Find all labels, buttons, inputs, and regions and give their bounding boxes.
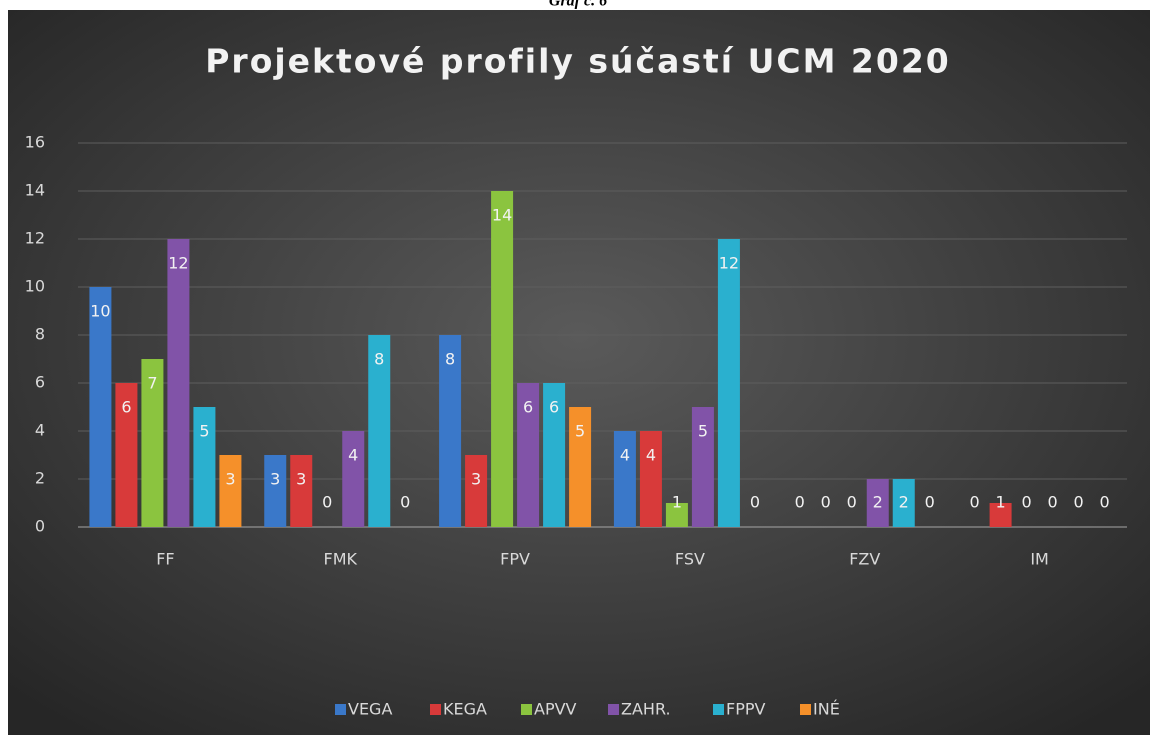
data-label: 1: [672, 493, 682, 512]
bar: [491, 191, 514, 527]
bar: [264, 455, 287, 527]
legend-label: VEGA: [348, 700, 392, 719]
legend-swatch: [521, 704, 532, 715]
data-label: 7: [147, 374, 157, 393]
data-label: 5: [199, 422, 209, 441]
bar: [290, 455, 313, 527]
legend-label: KEGA: [443, 700, 487, 719]
caption: Graf č. 6: [549, 0, 607, 10]
x-tick-label: FZV: [849, 550, 880, 569]
bar: [639, 431, 662, 527]
data-label: 0: [1073, 493, 1083, 512]
legend-swatch: [430, 704, 441, 715]
data-label: 3: [296, 470, 306, 489]
bar: [167, 239, 190, 527]
data-label: 0: [750, 493, 760, 512]
y-tick-label: 6: [35, 373, 45, 392]
bar: [989, 503, 1012, 527]
bar: [613, 431, 636, 527]
data-label: 0: [400, 493, 410, 512]
data-label: 2: [873, 493, 883, 512]
bar: [115, 383, 138, 527]
bar: [517, 383, 540, 527]
data-label: 3: [471, 470, 481, 489]
y-tick-label: 16: [25, 133, 45, 152]
bar: [543, 383, 566, 527]
data-label: 0: [795, 493, 805, 512]
data-label: 0: [821, 493, 831, 512]
data-label: 4: [620, 446, 630, 465]
data-label: 10: [90, 302, 110, 321]
bar: [89, 287, 112, 527]
y-tick-label: 10: [25, 277, 45, 296]
y-tick-label: 14: [25, 181, 45, 200]
bar: [665, 503, 688, 527]
data-label: 4: [646, 446, 656, 465]
data-label: 6: [523, 398, 533, 417]
bar: [193, 407, 216, 527]
bar: [717, 239, 740, 527]
x-tick-label: IM: [1030, 550, 1049, 569]
bar: [141, 359, 164, 527]
bar: [569, 407, 592, 527]
data-label: 6: [121, 398, 131, 417]
legend-swatch: [713, 704, 724, 715]
x-tick-label: FPV: [500, 550, 530, 569]
bar: [219, 455, 242, 527]
bar: [439, 335, 462, 527]
data-label: 2: [899, 493, 909, 512]
data-label: 0: [847, 493, 857, 512]
legend-swatch: [335, 704, 346, 715]
data-label: 0: [1021, 493, 1031, 512]
y-tick-label: 0: [35, 517, 45, 536]
data-label: 0: [969, 493, 979, 512]
data-label: 1: [995, 493, 1005, 512]
x-tick-label: FMK: [324, 550, 358, 569]
y-tick-label: 12: [25, 229, 45, 248]
chart-background: [8, 10, 1150, 735]
x-tick-label: FF: [156, 550, 174, 569]
data-label: 12: [168, 254, 188, 273]
bar: [691, 407, 714, 527]
bar: [866, 479, 889, 527]
x-tick-label: FSV: [675, 550, 705, 569]
legend-label: INÉ: [813, 700, 840, 719]
bar: [892, 479, 915, 527]
data-label: 3: [270, 470, 280, 489]
legend-label: ZAHR.: [621, 700, 671, 719]
data-label: 0: [1099, 493, 1109, 512]
y-tick-label: 2: [35, 469, 45, 488]
chart-title: Projektové profily súčastí UCM 2020: [205, 42, 951, 81]
data-label: 0: [1047, 493, 1057, 512]
data-label: 8: [374, 350, 384, 369]
legend-swatch: [608, 704, 619, 715]
legend-swatch: [800, 704, 811, 715]
data-label: 0: [925, 493, 935, 512]
data-label: 5: [698, 422, 708, 441]
data-label: 14: [492, 206, 512, 225]
bar: [465, 455, 488, 527]
bar: [342, 431, 365, 527]
data-label: 6: [549, 398, 559, 417]
legend-label: APVV: [534, 700, 577, 719]
data-label: 3: [225, 470, 235, 489]
y-tick-label: 8: [35, 325, 45, 344]
data-label: 8: [445, 350, 455, 369]
data-label: 0: [322, 493, 332, 512]
bar: [368, 335, 391, 527]
y-tick-label: 4: [35, 421, 45, 440]
data-label: 5: [575, 422, 585, 441]
data-label: 4: [348, 446, 358, 465]
data-label: 12: [719, 254, 739, 273]
legend-label: FPPV: [726, 700, 766, 719]
